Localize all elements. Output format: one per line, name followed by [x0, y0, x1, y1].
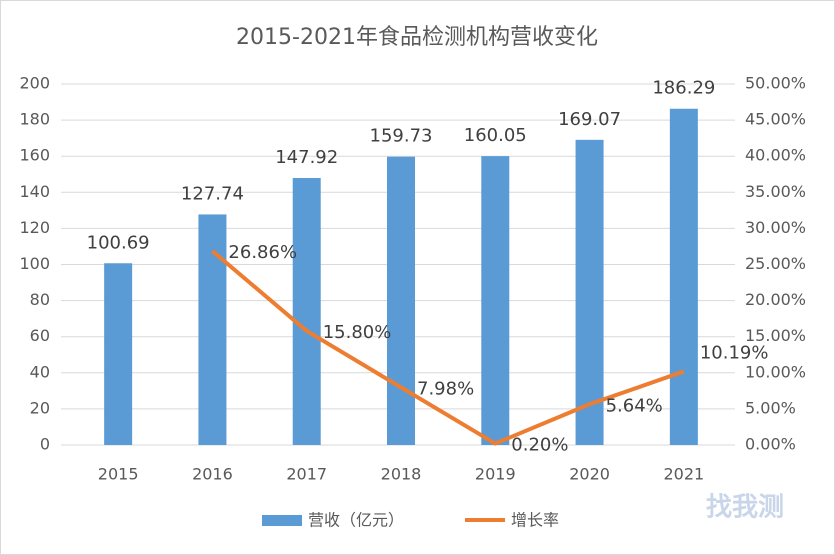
bar-value-label: 127.74 — [181, 183, 244, 204]
bar — [575, 139, 604, 445]
x-tick-label: 2020 — [569, 465, 610, 484]
bar-value-label: 147.92 — [275, 147, 338, 168]
line-value-label: 5.64% — [606, 395, 663, 416]
x-tick-label: 2017 — [286, 465, 327, 484]
line-value-label: 15.80% — [323, 322, 392, 343]
y-tick-label: 80 — [30, 290, 50, 309]
y-tick-label: 180 — [19, 110, 50, 129]
y2-tick-label: 10.00% — [745, 362, 806, 381]
y-tick-label: 160 — [19, 146, 50, 165]
chart-title: 2015-2021年食品检测机构营收变化 — [236, 25, 598, 50]
watermark: 找我测 — [706, 493, 784, 523]
x-tick-label: 2016 — [192, 465, 233, 484]
y2-tick-label: 35.00% — [745, 182, 806, 201]
bar — [481, 156, 510, 446]
bar-value-label: 186.29 — [652, 78, 715, 99]
y2-tick-label: 0.00% — [745, 435, 796, 454]
bar-value-label: 169.07 — [558, 109, 621, 130]
y-tick-label: 140 — [19, 182, 50, 201]
bar — [198, 214, 227, 445]
y2-tick-label: 40.00% — [745, 146, 806, 165]
y-tick-label: 120 — [19, 218, 50, 237]
y2-tick-label: 30.00% — [745, 218, 806, 237]
line — [211, 249, 685, 446]
line-value-label: 0.20% — [511, 435, 568, 456]
bar — [104, 263, 133, 445]
y2-tick-label: 5.00% — [745, 398, 796, 417]
bar-value-label: 159.73 — [370, 126, 433, 147]
legend-label: 增长率 — [511, 511, 559, 530]
y-tick-label: 40 — [30, 362, 50, 381]
bar-value-label: 160.05 — [464, 125, 527, 146]
x-tick-label: 2015 — [98, 465, 139, 484]
line-value-label: 26.86% — [228, 242, 297, 263]
y2-tick-label: 15.00% — [745, 326, 806, 345]
y2-tick-label: 45.00% — [745, 110, 806, 129]
y-tick-label: 200 — [19, 74, 50, 93]
x-tick-label: 2021 — [663, 465, 704, 484]
y2-tick-label: 50.00% — [745, 74, 806, 93]
bar — [292, 178, 321, 445]
y-tick-label: 0 — [40, 435, 50, 454]
y2-tick-label: 25.00% — [745, 254, 806, 273]
y-tick-label: 100 — [19, 254, 50, 273]
line-value-label: 7.98% — [417, 378, 474, 399]
x-tick-label: 2018 — [381, 465, 422, 484]
bar — [387, 156, 415, 445]
bar-value-label: 100.69 — [87, 232, 150, 253]
y2-tick-label: 20.00% — [745, 290, 806, 309]
y-tick-label: 20 — [30, 398, 50, 417]
y-tick-label: 60 — [30, 326, 50, 345]
bar — [669, 108, 698, 445]
legend-swatch — [262, 515, 302, 526]
line-value-label: 10.19% — [700, 342, 769, 363]
x-tick-label: 2019 — [475, 465, 516, 484]
legend-label: 营收（亿元） — [308, 511, 404, 530]
